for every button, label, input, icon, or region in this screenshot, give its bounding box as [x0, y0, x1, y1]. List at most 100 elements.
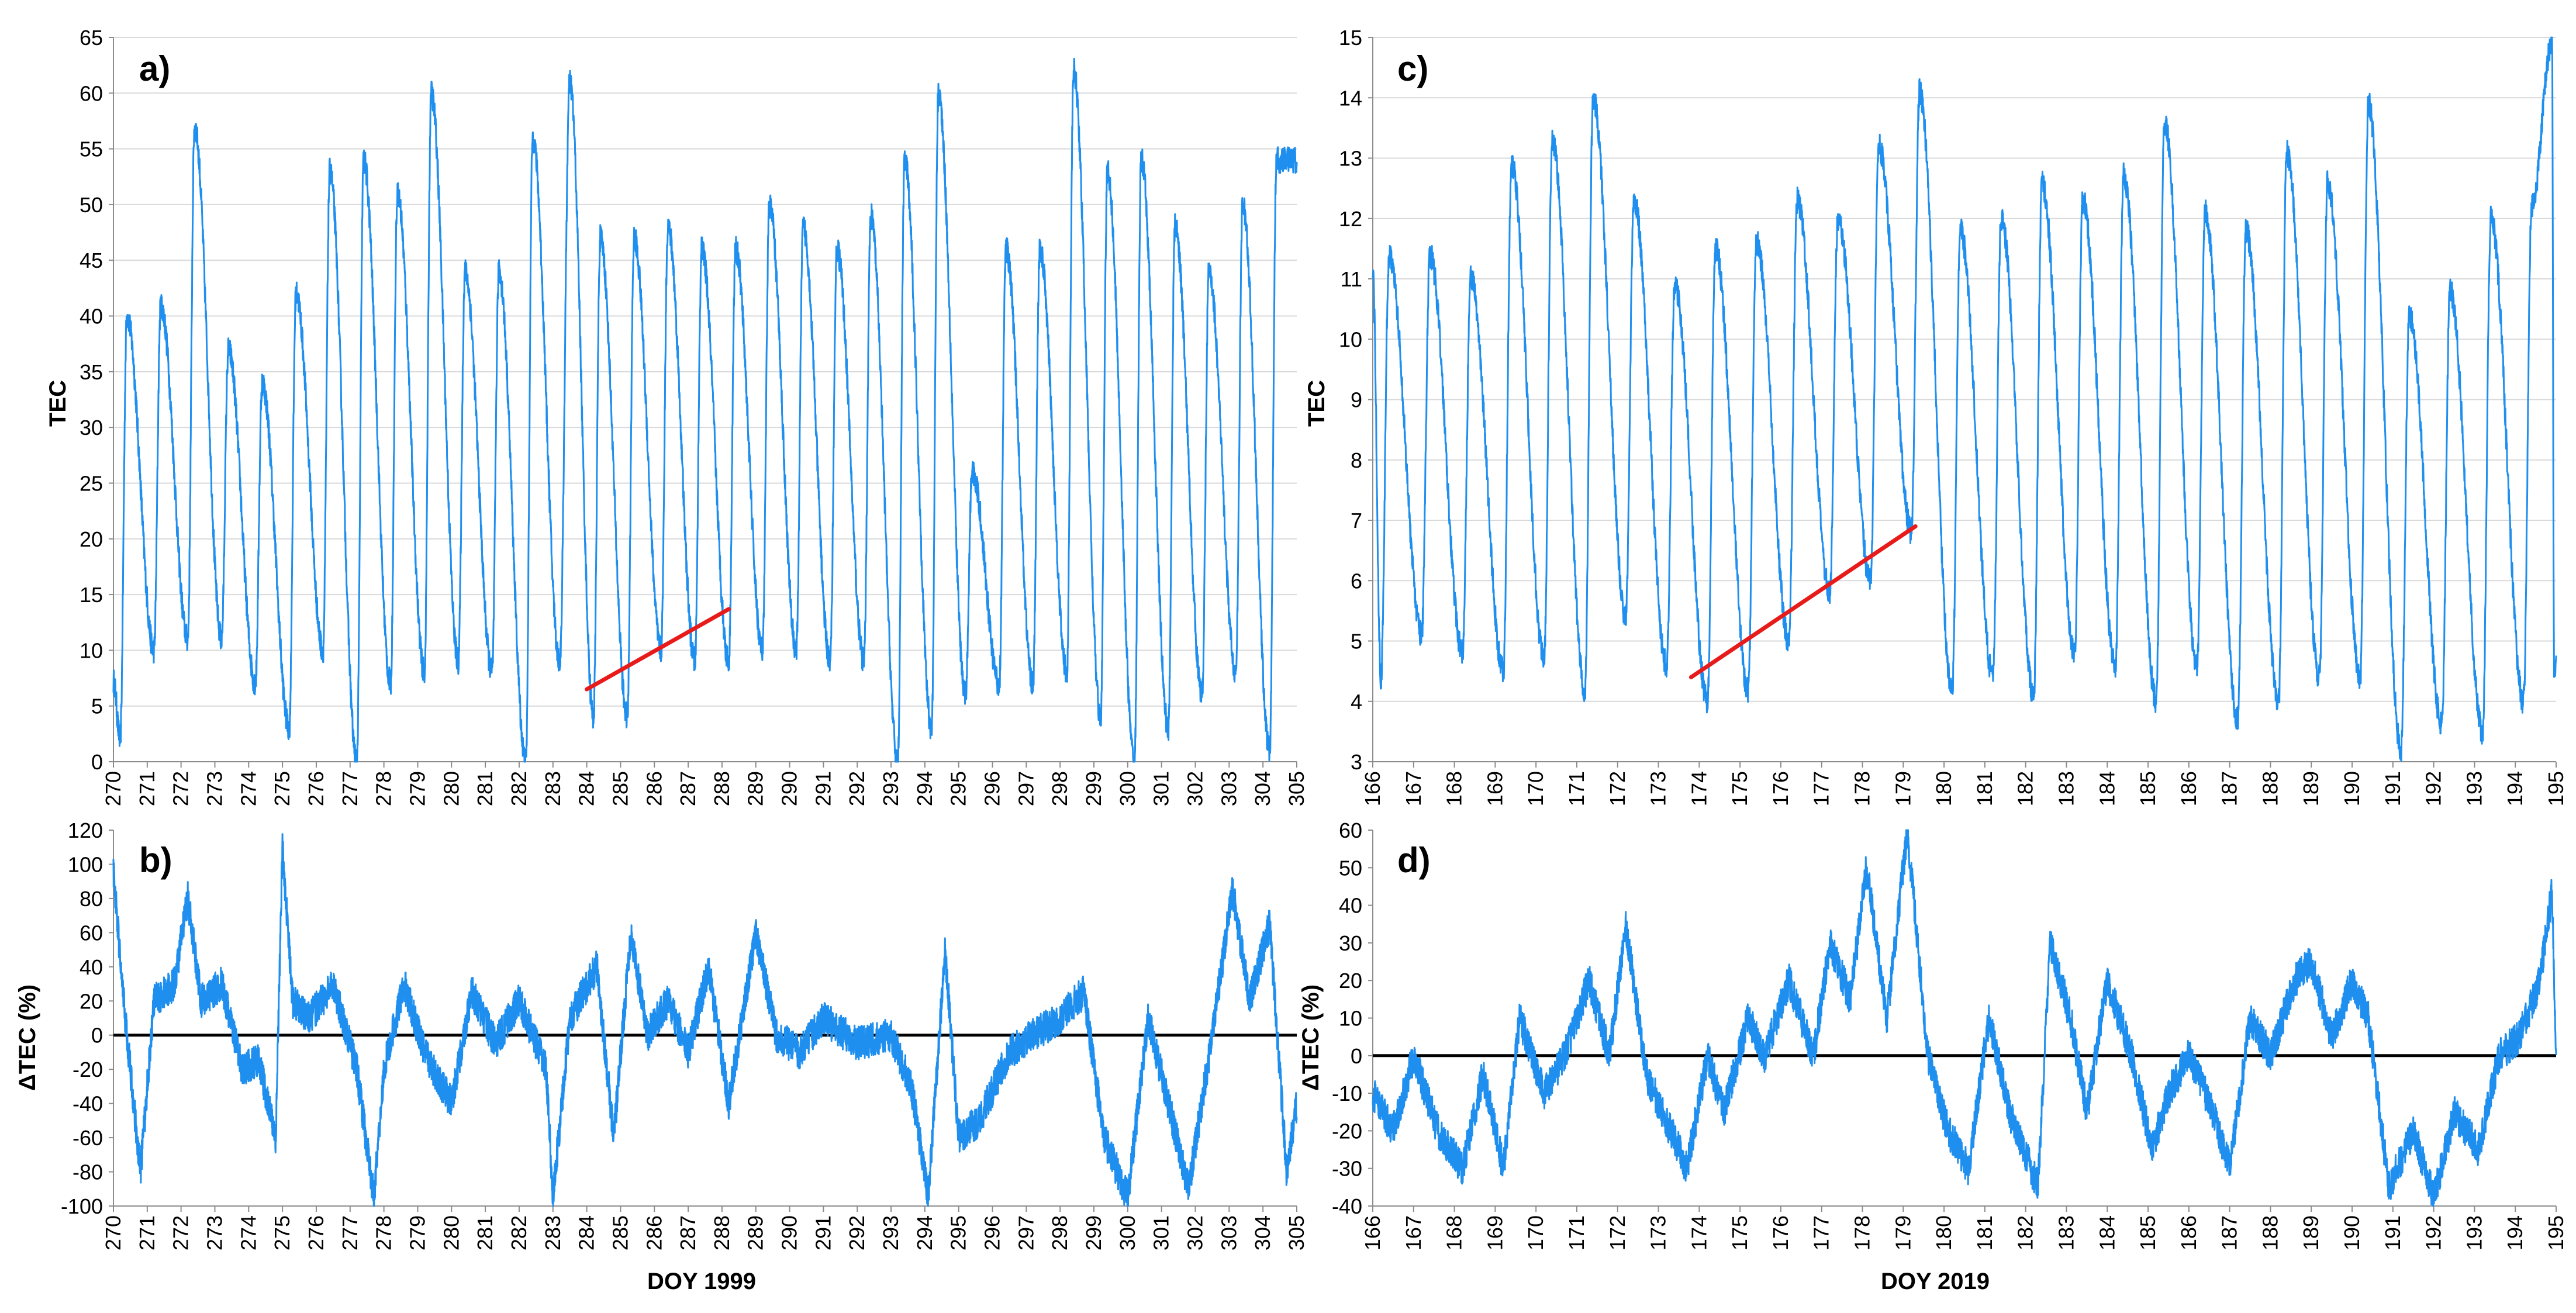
panel-c-series	[1372, 36, 2557, 762]
y-tick-label: 10	[80, 638, 103, 662]
x-tick-label: 277	[338, 771, 362, 806]
x-tick-label: 289	[744, 1215, 768, 1250]
x-tick-label: 303	[1217, 1215, 1241, 1250]
panel-d-tick-labels: -40 -30 -20 -10 0 10 20 30 40 50 60 166 167 168 169 170…	[1332, 818, 2568, 1250]
x-tick-label: 184	[2095, 1215, 2119, 1250]
y-tick-label: 60	[80, 81, 103, 105]
y-tick-label: 5	[91, 694, 103, 718]
x-tick-label: 292	[845, 1215, 869, 1250]
panel-b-dtec-1999: -100 -80 -60 -40 -20 0 20 40 60 80 100 120 270 271 272…	[15, 818, 1308, 1294]
y-tick-label: -40	[72, 1092, 103, 1116]
x-tick-label: 286	[642, 1215, 666, 1250]
x-tick-label: 270	[101, 1215, 125, 1250]
x-tick-label: 166	[1360, 1215, 1384, 1250]
x-tick-label: 281	[473, 1215, 497, 1250]
x-tick-label: 174	[1687, 771, 1711, 806]
panel-b-xlabel: DOY 1999	[647, 1269, 756, 1294]
x-tick-label: 171	[1565, 771, 1589, 806]
x-tick-label: 275	[270, 771, 294, 806]
y-tick-label: 30	[80, 416, 103, 440]
panel-c-ylabel: TEC	[1304, 380, 1330, 427]
y-tick-label: 0	[91, 750, 103, 774]
y-tick-label: 20	[80, 989, 103, 1013]
y-tick-label: 120	[68, 818, 103, 842]
x-tick-label: 285	[608, 771, 632, 806]
x-tick-label: 291	[811, 1215, 835, 1250]
y-tick-label: 30	[1339, 931, 1362, 955]
x-tick-label: 187	[2218, 771, 2242, 806]
x-tick-label: 283	[541, 771, 565, 806]
x-tick-label: 285	[608, 1215, 632, 1250]
x-tick-label: 296	[980, 771, 1004, 806]
x-tick-label: 293	[879, 1215, 903, 1250]
y-tick-label: 55	[80, 137, 103, 161]
x-tick-label: 182	[2014, 1215, 2038, 1250]
x-tick-label: 191	[2381, 1215, 2405, 1250]
x-tick-label: 275	[270, 1215, 294, 1250]
x-tick-label: 180	[1932, 771, 1956, 806]
y-tick-label: 45	[80, 248, 103, 272]
y-tick-label: 10	[1339, 1007, 1362, 1031]
y-tick-label: 40	[80, 305, 103, 329]
trend-line	[585, 607, 731, 692]
x-tick-label: 183	[2054, 1215, 2078, 1250]
panel-a-series	[112, 57, 1298, 763]
x-tick-label: 190	[2340, 1215, 2364, 1250]
x-tick-label: 283	[541, 1215, 565, 1250]
y-tick-label: 40	[80, 955, 103, 979]
x-tick-label: 272	[169, 1215, 193, 1250]
panel-a-ylabel: TEC	[45, 380, 71, 427]
x-tick-label: 181	[1973, 1215, 1997, 1250]
y-tick-label: -40	[1332, 1194, 1362, 1218]
x-tick-label: 179	[1891, 1215, 1915, 1250]
x-tick-label: 291	[811, 771, 835, 806]
x-tick-label: 193	[2462, 1215, 2486, 1250]
x-tick-label: 278	[372, 771, 396, 806]
x-tick-label: 288	[710, 771, 734, 806]
x-tick-label: 282	[507, 1215, 531, 1250]
y-tick-label: 7	[1351, 509, 1362, 533]
x-tick-label: 298	[1048, 771, 1072, 806]
x-tick-label: 192	[2422, 771, 2446, 806]
x-tick-label: 296	[980, 1215, 1004, 1250]
panel-a-tec-1999: 0 5 10 15 20 25 30 35 40 45 50 55 60 65 270 271 272 273 27…	[45, 26, 1308, 806]
x-tick-label: 299	[1082, 1215, 1106, 1250]
x-tick-label: 181	[1973, 771, 1997, 806]
series-line-tec	[112, 57, 1298, 763]
x-tick-label: 175	[1728, 771, 1752, 806]
x-tick-label: 295	[947, 1215, 971, 1250]
x-tick-label: 189	[2299, 771, 2323, 806]
y-tick-label: -100	[61, 1194, 103, 1218]
x-tick-label: 295	[947, 771, 971, 806]
x-tick-label: 168	[1442, 771, 1466, 806]
x-tick-label: 176	[1769, 771, 1793, 806]
x-tick-label: 188	[2258, 1215, 2282, 1250]
y-tick-label: 80	[80, 887, 103, 911]
x-tick-label: 273	[202, 1215, 226, 1250]
x-tick-label: 300	[1116, 1215, 1139, 1250]
y-tick-label: 10	[1339, 327, 1362, 351]
series-line-tec	[112, 833, 1298, 1207]
y-tick-label: 100	[68, 852, 103, 876]
x-tick-label: 274	[236, 771, 260, 806]
y-tick-label: 20	[1339, 969, 1362, 993]
series-line-tec	[1372, 829, 2557, 1207]
y-tick-label: 0	[91, 1024, 103, 1048]
panel-d-xlabel: DOY 2019	[1881, 1269, 1990, 1294]
x-tick-label: 177	[1810, 1215, 1833, 1250]
y-tick-label: -20	[72, 1058, 103, 1082]
panel-a-gridlines	[109, 37, 1297, 768]
y-tick-label: -30	[1332, 1157, 1362, 1181]
x-tick-label: 294	[913, 771, 937, 806]
x-tick-label: 284	[575, 1215, 599, 1250]
y-tick-label: 60	[1339, 818, 1362, 842]
panel-d-dtec-2019: -40 -30 -20 -10 0 10 20 30 40 50 60 166 167 168 169 170…	[1298, 818, 2568, 1294]
x-tick-label: 297	[1014, 771, 1038, 806]
x-tick-label: 195	[2544, 771, 2568, 806]
x-tick-label: 297	[1014, 1215, 1038, 1250]
y-tick-label: -60	[72, 1126, 103, 1150]
x-tick-label: 300	[1116, 771, 1139, 806]
x-tick-label: 182	[2014, 771, 2038, 806]
panel-d-gridlines	[1368, 830, 2557, 1212]
x-tick-label: 178	[1850, 771, 1874, 806]
